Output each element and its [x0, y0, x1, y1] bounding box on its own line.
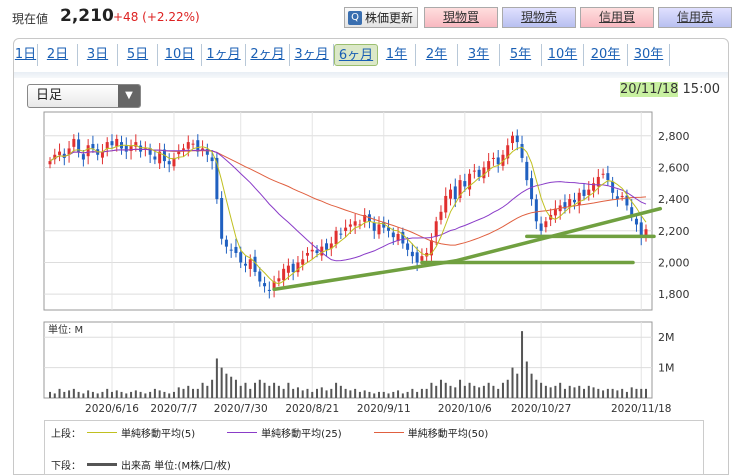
tab-7[interactable]: 2ヶ月 — [246, 44, 290, 66]
chart-time: 15:00 — [682, 82, 720, 97]
legend-ma25: 単純移動平均(25) — [227, 425, 342, 440]
tab-8[interactable]: 3ヶ月 — [290, 44, 334, 66]
tab-14[interactable]: 10年 — [542, 44, 584, 66]
legend-ma50: 単純移動平均(50) — [373, 425, 489, 440]
tab-10[interactable]: 1年 — [378, 44, 416, 66]
period-select-value: 日足 — [36, 88, 63, 103]
legend-ma25-swatch — [227, 432, 258, 433]
tab-5[interactable]: 10日 — [158, 44, 202, 66]
tab-16[interactable]: 30年 — [628, 44, 670, 66]
legend-ma50-label: 単純移動平均(50) — [407, 429, 489, 440]
tab-15[interactable]: 20年 — [584, 44, 628, 66]
quote-header: 現在値 2,210 +48 (+2.22%) Q 株価更新 現物買 現物売 信用… — [0, 0, 742, 34]
legend-volume: 出来高 単位:(M株/口/枚) — [87, 457, 231, 472]
legend-upper-label: 上段： — [51, 429, 81, 440]
legend-ma50-swatch — [373, 432, 404, 433]
chart-legend: 上段： 単純移動平均(5) 単純移動平均(25) 単純移動平均(50) 下段： … — [44, 420, 704, 475]
tab-4[interactable]: 5日 — [118, 44, 158, 66]
legend-volume-swatch — [87, 463, 117, 466]
cash-sell-button[interactable]: 現物売 — [502, 7, 576, 28]
chevron-down-icon[interactable]: ▼ — [118, 85, 140, 107]
legend-ma5: 単純移動平均(5) — [87, 425, 195, 440]
refresh-button[interactable]: Q 株価更新 — [344, 7, 418, 28]
tab-1[interactable]: 1日 — [14, 44, 38, 66]
tab-2[interactable]: 2日 — [38, 44, 78, 66]
tab-9[interactable]: 6ヶ月 — [334, 44, 378, 66]
period-tabs: 1日 2日 3日 5日 10日 1ヶ月 2ヶ月 3ヶ月 6ヶ月 1年 2年 3年 5年 10年 20年 30年 — [14, 44, 728, 70]
price-change: +48 (+2.22%) — [113, 10, 200, 24]
refresh-icon: Q — [348, 10, 362, 25]
cash-buy-button[interactable]: 現物買 — [424, 7, 498, 28]
margin-buy-button[interactable]: 信用買 — [580, 7, 654, 28]
tab-12[interactable]: 3年 — [458, 44, 500, 66]
tab-6[interactable]: 1ヶ月 — [202, 44, 246, 66]
chart-datetime: 20/11/18 15:00 — [620, 82, 720, 97]
legend-lower-label: 下段： — [51, 461, 81, 472]
legend-volume-label: 出来高 単位:(M株/口/枚) — [121, 461, 231, 472]
tab-13[interactable]: 5年 — [500, 44, 542, 66]
refresh-label: 株価更新 — [365, 11, 414, 25]
tab-divider — [14, 72, 728, 78]
price-label: 現在値 — [12, 12, 49, 26]
margin-sell-button[interactable]: 信用売 — [658, 7, 732, 28]
legend-ma25-label: 単純移動平均(25) — [261, 429, 342, 440]
tab-3[interactable]: 3日 — [78, 44, 118, 66]
price-value: 2,210 — [60, 6, 114, 26]
legend-ma5-swatch — [87, 432, 117, 433]
chart-date: 20/11/18 — [620, 82, 679, 97]
tab-11[interactable]: 2年 — [416, 44, 458, 66]
legend-ma5-label: 単純移動平均(5) — [121, 429, 196, 440]
period-select[interactable]: 日足 ▼ — [27, 84, 141, 108]
